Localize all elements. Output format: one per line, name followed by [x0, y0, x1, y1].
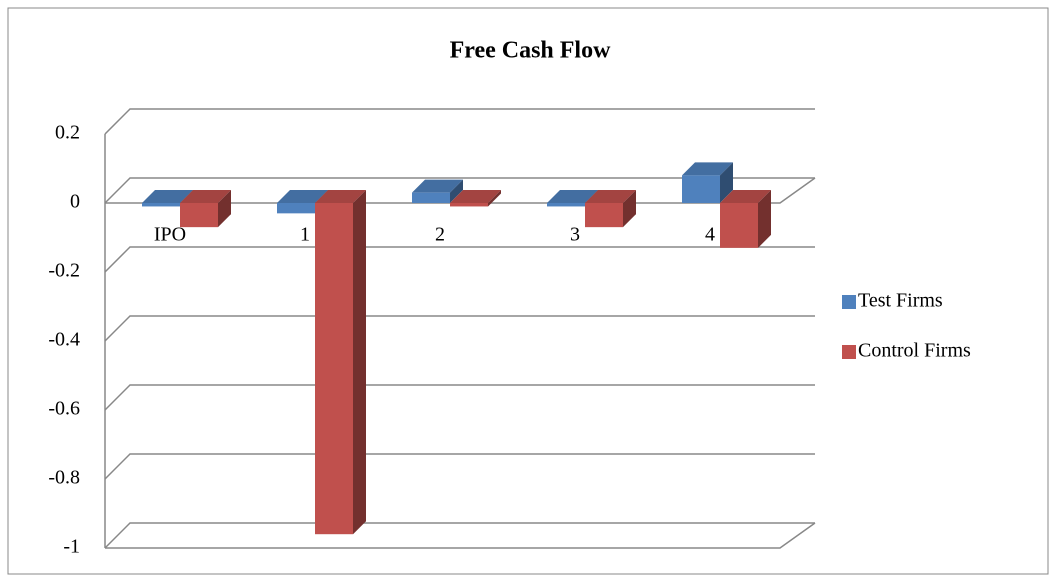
bar-front — [547, 203, 585, 207]
legend-label: Control Firms — [858, 340, 971, 362]
bar — [585, 190, 636, 228]
bar-face — [218, 190, 231, 228]
bar — [682, 162, 733, 203]
bar-face — [450, 179, 463, 203]
bar-face — [623, 190, 636, 228]
bar-front — [412, 192, 450, 203]
bar — [412, 179, 463, 203]
bar — [450, 190, 501, 207]
grid-line — [104, 246, 815, 273]
bar-front — [682, 175, 720, 203]
chart-frame — [7, 7, 1049, 575]
bar-face — [315, 190, 366, 203]
bar-front — [720, 203, 758, 248]
x-tick-label: IPO — [154, 224, 186, 246]
y-tick-label: -1 — [63, 536, 80, 558]
grid-line — [104, 522, 815, 549]
bar-face — [720, 162, 733, 203]
floor-edge — [105, 522, 816, 549]
bar-front — [450, 203, 488, 207]
y-tick-label: -0.6 — [48, 398, 80, 420]
y-tick-label: -0.4 — [48, 329, 80, 351]
grid-line — [104, 177, 815, 204]
y-tick-label: -0.8 — [48, 467, 80, 489]
y-tick-label: 0.2 — [55, 122, 80, 144]
bar — [720, 190, 771, 248]
bar-face — [180, 190, 231, 203]
bar — [180, 190, 231, 228]
x-tick-label: 1 — [300, 224, 310, 246]
bar-face — [277, 190, 328, 203]
bar-face — [720, 190, 771, 203]
y-tick-label: -0.2 — [48, 260, 80, 282]
x-tick-label: 3 — [570, 224, 580, 246]
bar — [315, 190, 366, 535]
grid-line — [104, 384, 815, 411]
grid-line — [104, 108, 815, 135]
legend-label: Test Firms — [858, 290, 943, 312]
bar-front — [315, 203, 353, 535]
bar-face — [547, 190, 598, 203]
bar-face — [488, 190, 501, 207]
bar-front — [585, 203, 623, 228]
bar-face — [758, 190, 771, 248]
bar-face — [353, 190, 366, 535]
bar-face — [142, 190, 193, 203]
bar-face — [682, 162, 733, 176]
chart-title: Free Cash Flow — [450, 38, 612, 64]
bar-front — [277, 203, 315, 214]
y-tick-label: 0 — [70, 191, 80, 213]
bar-face — [412, 179, 463, 193]
legend-swatch — [842, 295, 856, 309]
legend-swatch — [842, 345, 856, 359]
x-tick-label: 4 — [705, 224, 715, 246]
bar-front — [180, 203, 218, 228]
bar-face — [585, 190, 636, 203]
bar-face — [450, 190, 501, 203]
x-tick-label: 2 — [435, 224, 445, 246]
grid-line — [104, 315, 815, 342]
grid-line — [104, 453, 815, 480]
bar-front — [142, 203, 180, 207]
